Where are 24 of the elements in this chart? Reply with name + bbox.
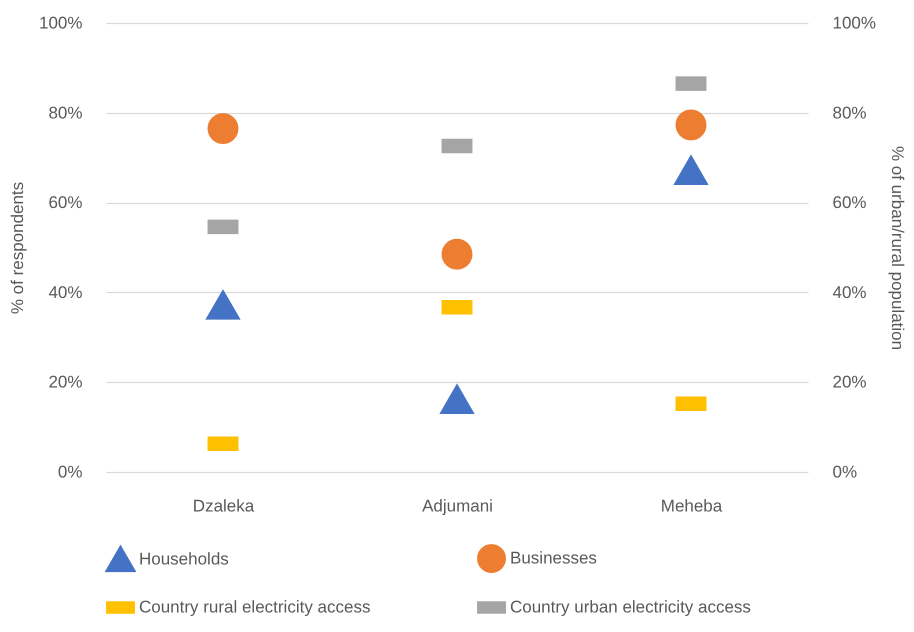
legend-label: Country urban electricity access <box>510 598 751 616</box>
point <box>208 113 238 144</box>
y2-tick-label: 20% <box>832 372 867 392</box>
x-tick-label: Dzaleka <box>192 496 255 516</box>
y-tick-label: 20% <box>48 372 82 392</box>
y-tick-label: 0% <box>58 462 82 482</box>
y-tick-label: 100% <box>39 14 82 32</box>
y2-tick-label: 0% <box>832 462 858 482</box>
point <box>676 110 706 140</box>
y-tick-label: 40% <box>48 282 82 302</box>
y2-axis-title: % of urban/rural population <box>888 146 907 350</box>
y2-tick-label: 80% <box>832 103 867 122</box>
legend-label: Country rural electricity access <box>139 598 370 616</box>
y-tick-label: 60% <box>48 193 82 212</box>
x-tick-label: Meheba <box>660 496 723 516</box>
point <box>442 238 472 270</box>
y-axis-title: % of respondents <box>8 182 28 314</box>
legend-label: Households <box>139 549 229 568</box>
y-tick-label: 80% <box>48 103 82 122</box>
y2-tick-label: 60% <box>832 193 867 212</box>
y2-tick-label: 40% <box>832 282 867 302</box>
legend-label: Businesses <box>510 548 597 568</box>
y2-tick-label: 100% <box>832 14 876 32</box>
x-tick-label: Adjumani <box>422 496 493 516</box>
